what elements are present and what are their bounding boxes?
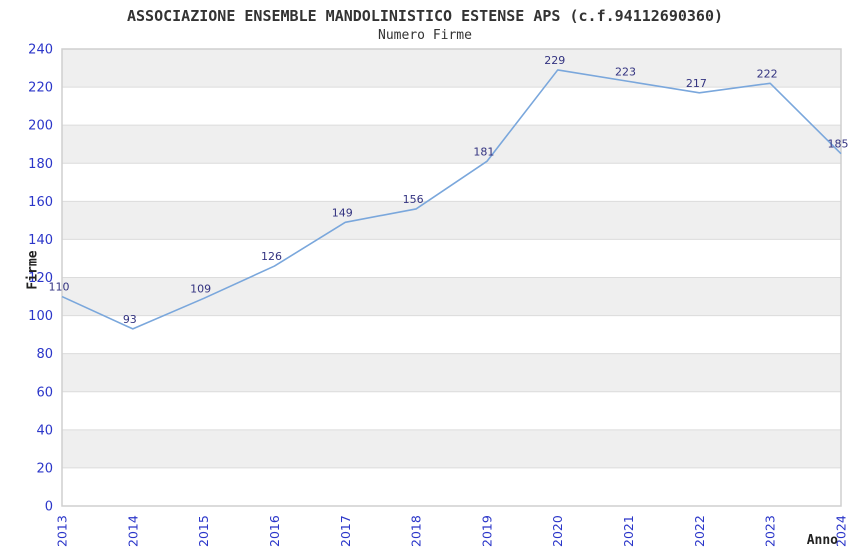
x-tick-label: 2022 [692,515,707,547]
plot-band [62,353,841,392]
y-tick-label: 60 [36,385,53,400]
data-point-label: 217 [686,77,707,90]
x-tick-label: 2024 [834,515,849,547]
y-tick-label: 160 [28,195,53,210]
y-tick-label: 240 [28,43,53,58]
y-tick-label: 40 [36,423,53,438]
x-tick-label: 2016 [267,515,282,547]
y-tick-label: 0 [45,500,53,515]
data-point-label: 110 [49,281,70,294]
y-tick-label: 180 [28,157,53,172]
y-tick-label: 20 [36,461,53,476]
chart-title: ASSOCIAZIONE ENSEMBLE MANDOLINISTICO EST… [126,7,724,25]
plot-band [62,201,841,240]
plot-band [62,125,841,164]
y-tick-label: 120 [28,271,53,286]
y-tick-label: 140 [28,233,53,248]
y-tick-label: 100 [28,309,53,324]
data-point-label: 223 [615,65,636,78]
data-point-label: 149 [332,206,353,219]
data-point-label: 181 [473,145,494,158]
chart-subtitle: Numero Firme [378,28,472,43]
plot-band [62,429,841,468]
x-tick-label: 2017 [338,515,353,547]
data-point-label: 156 [403,193,424,206]
x-tick-label: 2019 [479,515,494,547]
plot-border [61,48,842,507]
data-point-label: 229 [544,54,565,67]
x-axis-title: Anno [806,533,838,548]
x-tick-label: 2021 [621,515,636,547]
y-tick-label: 220 [28,81,53,96]
data-line [61,69,842,330]
x-tick-label: 2013 [55,515,70,547]
data-point-label: 185 [828,138,849,151]
x-tick-label: 2018 [409,515,424,547]
y-tick-label: 200 [28,119,53,134]
plot-band [62,49,841,88]
y-tick-label: 80 [36,347,53,362]
x-tick-label: 2020 [550,515,565,547]
data-point-label: 222 [757,67,778,80]
data-point-label: 109 [190,282,211,295]
x-tick-label: 2014 [125,515,140,547]
data-point-label: 126 [261,250,282,263]
data-point-label: 93 [123,313,137,326]
x-tick-label: 2023 [763,515,778,547]
x-tick-label: 2015 [196,515,211,547]
y-axis-title: Firme [25,250,41,290]
plot-band [62,277,841,316]
